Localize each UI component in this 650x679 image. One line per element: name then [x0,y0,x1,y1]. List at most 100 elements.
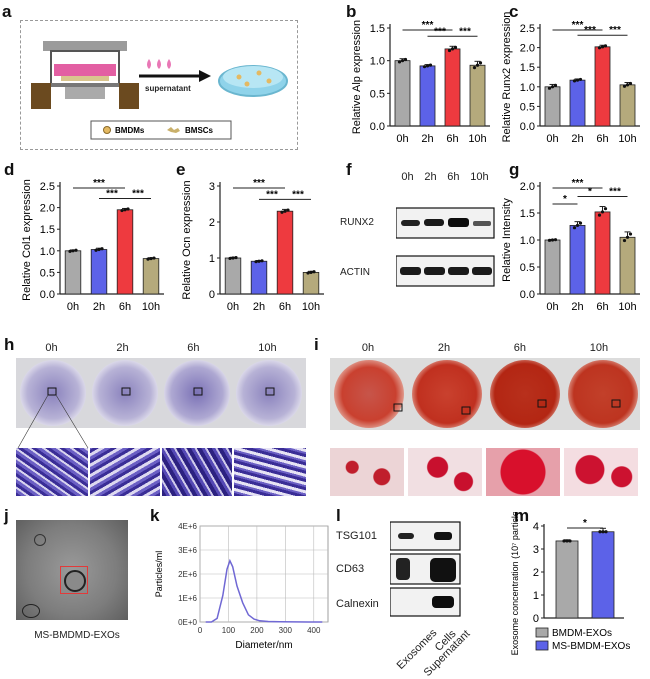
data-point [553,238,558,242]
culture-medium [54,64,116,76]
legend-box [90,120,232,140]
drop-icon [157,59,161,69]
bar [116,209,134,295]
x-tick-label: 6h [596,133,608,145]
x-tick-label: 300 [279,626,293,635]
y-tick-label: 4 [533,521,539,533]
data-point [146,257,150,261]
data-point [578,221,583,225]
staining-panel-h: 0h 2h 6h 10h [16,338,306,498]
legend-swatch [535,627,549,638]
x-tick-label: 6h [446,133,458,145]
x-tick-label: 2h [421,133,433,145]
data-point [604,530,608,534]
time-label: 6h [513,342,527,354]
tem-panel-j: MS-BMDMD-EXOs [16,520,128,641]
bar [224,257,242,295]
blot-band [434,532,452,540]
significance-label: *** [609,187,621,198]
device-top-bar [43,41,127,51]
blot-image [396,207,495,287]
bar [469,64,486,127]
data-point [254,260,258,264]
western-blot-l: TSG101 CD63 Calnexin Exosomes Supernatan… [336,516,472,679]
data-point [550,85,555,89]
exosome-particle [22,604,40,618]
y-axis-label: Relative Alp expression [351,20,363,134]
well-image [164,360,230,426]
exosome-particle [64,570,86,592]
data-point [622,84,627,88]
y-axis-label: Particles/ml [154,551,164,598]
bar [591,531,615,619]
blot-row-label: ACTIN [340,267,370,278]
y-tick-label: 0.0 [370,121,385,133]
x-tick-label: 6h [596,301,608,313]
well-image [568,360,638,428]
micrograph [16,448,88,496]
blot-band [424,267,445,275]
significance-label: * [583,518,587,529]
zoom-box [121,387,131,396]
bar [594,46,611,127]
micrograph [162,448,232,496]
blot-row-label: TSG101 [336,530,377,542]
data-point [600,45,605,49]
device-left-clamp [31,83,51,109]
y-tick-label: 2 [533,567,539,579]
data-point [628,81,633,86]
micrograph [564,448,638,496]
blot-lane-labels: 0h 2h 6h 10h [396,171,494,185]
y-axis-label: Exosome concentration (10⁷ particles/mL) [510,512,520,655]
x-tick-label: 0h [227,301,239,313]
legend-bmdm: BMDMs [115,126,145,135]
x-tick-label: 0h [546,133,558,145]
data-point [597,46,602,50]
data-point [68,249,72,253]
data-point [234,255,238,260]
series-line [205,558,323,623]
well-time-labels: 0h 2h 6h 10h [330,342,640,354]
y-tick-label: 2.0 [520,43,535,55]
zoom-box [611,399,621,408]
bar [276,210,294,295]
data-point [603,44,608,48]
data-point [547,86,552,90]
data-point [601,530,605,534]
time-label: 10h [589,342,609,354]
bar [544,239,561,295]
data-point [603,207,608,211]
y-tick-label: 1.5 [370,23,385,35]
data-point [260,259,264,263]
loading-post [65,87,105,99]
data-point [400,59,405,63]
lane-label: 0h [401,171,414,183]
bar [569,225,586,295]
data-point [306,271,310,275]
bar [419,65,436,127]
data-point [453,45,458,49]
y-tick-label: 1.5 [520,62,535,74]
panel-label-e: e [176,160,186,179]
x-tick-label: 0h [546,301,558,313]
x-tick-label: 10h [618,301,636,313]
cell-icon [256,70,262,76]
well-image [20,360,86,426]
y-tick-label: 1E+6 [178,594,197,603]
data-point [149,256,153,261]
y-tick-label: 1.0 [370,56,385,68]
well-plate-image [16,358,306,428]
data-point [553,83,558,87]
micrograph [234,448,306,496]
data-point [97,247,101,252]
western-blot-f: 0h 2h 6h 10h RUNX2 ACTIN [340,168,496,308]
tem-image [16,520,128,620]
micrograph [330,448,404,496]
tem-caption: MS-BMDMD-EXOs [34,630,120,641]
blot-band [448,267,469,275]
blot-band [473,221,491,226]
legend-swatch [535,640,549,651]
data-point [600,210,605,214]
blot-band [424,219,444,226]
cell-icon [244,81,250,87]
